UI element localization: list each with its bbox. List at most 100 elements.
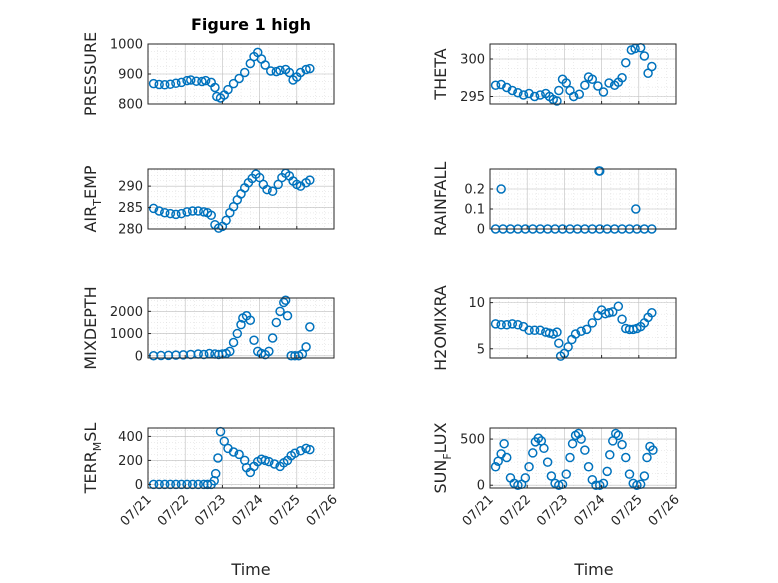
data-point (617, 73, 627, 83)
data-point (610, 428, 621, 439)
data-point (219, 436, 230, 446)
data-point (647, 61, 657, 72)
data-point (565, 452, 575, 463)
x-axis-label-left: Time (230, 560, 270, 579)
subplot-8: 0 500 07/21 07/22 07/23 07/24 07/25 07/26 SUNFLU… (431, 422, 683, 529)
data-point (535, 90, 545, 100)
y-tick-label: 800 (118, 98, 143, 113)
data-point (552, 327, 562, 337)
data-point (267, 333, 278, 343)
data-point (598, 478, 609, 489)
data-point (529, 325, 540, 336)
data-point (197, 76, 207, 87)
data-point (524, 325, 534, 336)
data-point (608, 307, 618, 317)
data-point (305, 175, 315, 185)
subplot-5: 0 1000 2000 MIXDEPTH (81, 286, 335, 370)
data-point (148, 78, 159, 89)
data-point (513, 88, 523, 98)
data-point (587, 74, 598, 84)
data-point (267, 186, 278, 197)
data-point (228, 337, 239, 348)
data-point (305, 322, 315, 332)
data-point (617, 314, 627, 324)
data-point (631, 204, 641, 214)
data-point (598, 87, 609, 97)
data-point (583, 462, 594, 472)
data-point (524, 462, 534, 472)
data-point (269, 459, 280, 469)
data-point (234, 449, 244, 460)
data-point (266, 66, 276, 76)
data-point (236, 319, 246, 330)
data-point (171, 209, 181, 220)
data-point (159, 80, 170, 90)
data-point (187, 206, 198, 216)
data-point (223, 84, 233, 95)
axes-frame (489, 297, 677, 359)
data-point (501, 320, 512, 330)
y-tick-label: 300 (460, 53, 485, 68)
data-point (200, 75, 211, 86)
data-point (593, 81, 603, 91)
y-tick-label: 0 (477, 223, 485, 238)
data-point (554, 338, 564, 348)
data-point (301, 64, 311, 75)
data-point (186, 75, 196, 85)
x-tick-label: 07/23 (534, 492, 571, 529)
data-point (154, 79, 164, 90)
data-point (249, 335, 259, 345)
y-tick-label: 5 (477, 342, 485, 357)
y-tick-label: 500 (460, 433, 485, 448)
x-tick-label: 07/24 (571, 492, 608, 529)
data-point (570, 329, 581, 339)
data-point (165, 79, 176, 89)
data-point (554, 480, 564, 490)
data-point (490, 80, 501, 90)
x-tick-label: 07/21 (460, 492, 497, 529)
data-point (490, 462, 501, 472)
data-point (520, 473, 531, 483)
data-point (617, 439, 627, 450)
x-axis-label-right: Time (573, 560, 613, 579)
y-tick-label: 280 (118, 223, 143, 238)
data-point (210, 468, 221, 479)
x-tick-label: 07/21 (118, 492, 155, 529)
data-point (215, 426, 226, 437)
data-point (542, 457, 553, 467)
data-point (518, 90, 529, 100)
data-point (635, 43, 646, 53)
data-point (563, 342, 573, 352)
data-point (262, 184, 272, 195)
data-point (501, 452, 512, 463)
data-point (639, 51, 650, 61)
y-tick-label: 900 (118, 68, 143, 83)
y-axis-label: RAINFALL (431, 162, 450, 237)
x-tick-label: 07/22 (155, 492, 192, 529)
x-tick-label: 07/26 (646, 492, 683, 529)
data-point (260, 60, 270, 70)
y-tick-label: 285 (118, 201, 143, 216)
data-point (245, 315, 256, 325)
data-point (191, 76, 202, 86)
data-point (496, 184, 506, 194)
data-point (225, 346, 235, 357)
data-point (165, 208, 176, 219)
data-point (199, 207, 209, 217)
data-point (554, 85, 564, 96)
data-point (228, 447, 239, 457)
data-point (234, 73, 244, 84)
data-point (580, 445, 590, 455)
data-point (176, 208, 187, 219)
data-point (213, 453, 223, 463)
data-point (301, 342, 311, 352)
data-point (581, 324, 592, 335)
data-point (271, 317, 282, 328)
data-point (613, 430, 624, 441)
data-point (275, 65, 285, 76)
data-point (228, 78, 239, 89)
data-point (602, 466, 612, 477)
data-point (507, 319, 518, 329)
data-point (576, 326, 586, 336)
